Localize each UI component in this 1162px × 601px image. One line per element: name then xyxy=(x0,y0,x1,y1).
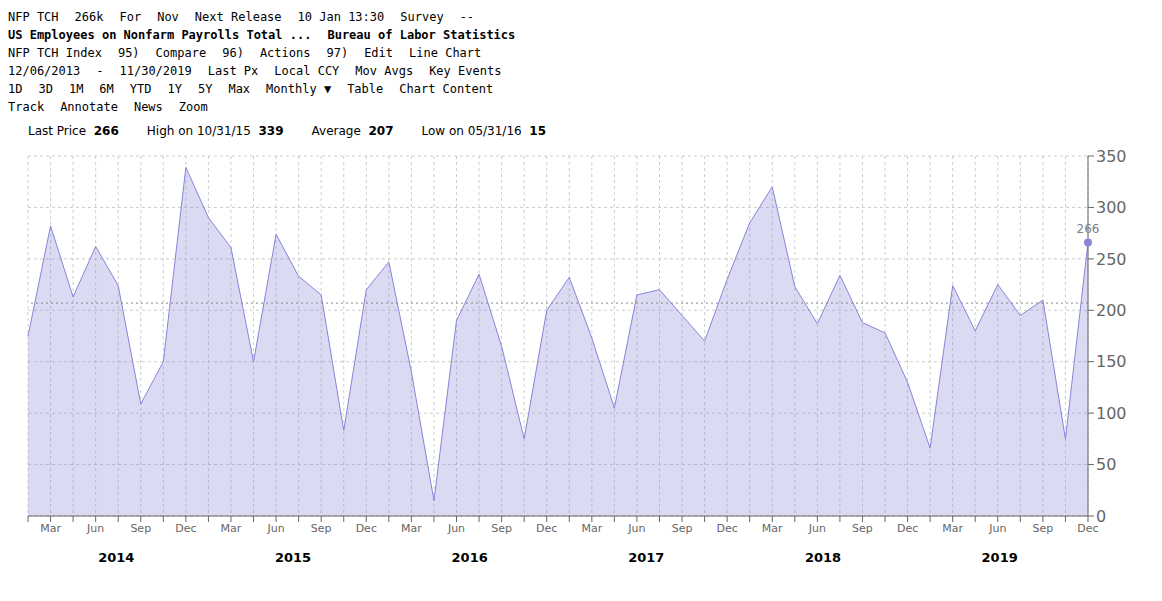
html-text:Key Events: Key Events xyxy=(429,64,502,78)
svg-text:250: 250 xyxy=(1096,250,1127,269)
svg-text:Mar: Mar xyxy=(581,522,602,535)
svg-text:Sep: Sep xyxy=(852,522,873,535)
html-text:Local CCY: Local CCY xyxy=(274,64,340,78)
html-text:2016: 2016 xyxy=(451,550,488,565)
html-text:2014: 2014 xyxy=(98,550,135,565)
svg-text:Mar: Mar xyxy=(40,522,61,535)
html-text:Chart Content: Chart Content xyxy=(399,82,494,96)
svg-text:Sep: Sep xyxy=(491,522,512,535)
svg-text:Sep: Sep xyxy=(1033,522,1054,535)
svg-text:Dec: Dec xyxy=(356,522,377,535)
html-text:Last Price: Last Price xyxy=(28,124,87,138)
html-text:Max: Max xyxy=(228,82,251,96)
svg-text:Dec: Dec xyxy=(717,522,738,535)
svg-text:150: 150 xyxy=(1096,352,1127,371)
html-text:95): 95) xyxy=(117,46,140,60)
html-text:Last Px: Last Px xyxy=(207,64,259,78)
svg-text:200: 200 xyxy=(1096,301,1127,320)
html-text:Zoom: Zoom xyxy=(178,100,208,114)
html-text:High on 10/31/15: High on 10/31/15 xyxy=(146,124,251,138)
html-text:96): 96) xyxy=(222,46,244,60)
html-text:For: For xyxy=(119,10,142,24)
svg-text:Jun: Jun xyxy=(627,522,645,535)
svg-text:Jun: Jun xyxy=(808,522,826,535)
html-text:2019: 2019 xyxy=(981,550,1018,565)
html-text:12/06/2013: 12/06/2013 xyxy=(8,64,81,78)
html-text:11/30/2019: 11/30/2019 xyxy=(119,64,192,78)
html-text:266: 266 xyxy=(93,124,119,138)
svg-text:300: 300 xyxy=(1096,198,1127,217)
html-text:NFP TCH: NFP TCH xyxy=(8,10,59,24)
svg-text:Sep: Sep xyxy=(672,522,693,535)
svg-text:Jun: Jun xyxy=(86,522,104,535)
html-text:Table: Table xyxy=(347,82,384,96)
html-text:Line Chart: Line Chart xyxy=(409,46,482,60)
html-text:1M: 1M xyxy=(68,82,84,96)
html-text:Bureau of Labor Statistics: Bureau of Labor Statistics xyxy=(327,28,516,42)
html-text:10 Jan 13:30: 10 Jan 13:30 xyxy=(297,10,385,24)
svg-text:0: 0 xyxy=(1096,507,1106,526)
svg-text:Mar: Mar xyxy=(401,522,422,535)
svg-text:Mar: Mar xyxy=(762,522,783,535)
svg-text:Jun: Jun xyxy=(988,522,1006,535)
html-text:266k: 266k xyxy=(74,10,104,24)
html-text:Compare: Compare xyxy=(155,46,207,60)
html-text:2015: 2015 xyxy=(274,550,312,565)
html-text:3D: 3D xyxy=(38,82,53,96)
svg-text:Mar: Mar xyxy=(221,522,242,535)
html-text:Low on 05/31/16: Low on 05/31/16 xyxy=(421,124,522,138)
html-text:News: News xyxy=(133,100,163,114)
html-text:YTD: YTD xyxy=(129,82,152,96)
html-text:Nov: Nov xyxy=(157,10,179,24)
svg-text:Jun: Jun xyxy=(447,522,465,535)
html-text:Survey: Survey xyxy=(400,10,444,24)
svg-text:Dec: Dec xyxy=(897,522,918,535)
html-text:339: 339 xyxy=(258,124,284,138)
html-text:5Y: 5Y xyxy=(198,82,213,96)
html-text:1Y: 1Y xyxy=(167,82,182,96)
html-text:2018: 2018 xyxy=(804,550,842,565)
svg-text:Mar: Mar xyxy=(942,522,963,535)
html-text:207: 207 xyxy=(368,124,394,138)
html-text:Mov Avgs: Mov Avgs xyxy=(355,64,414,78)
html-text:Monthly ▼: Monthly ▼ xyxy=(266,82,332,96)
svg-text:Dec: Dec xyxy=(536,522,557,535)
html-text:1D: 1D xyxy=(8,82,23,96)
html-text:6M: 6M xyxy=(99,82,114,96)
html-text:Edit: Edit xyxy=(364,46,393,60)
html-text:NFP TCH Index: NFP TCH Index xyxy=(8,46,102,60)
svg-text:Sep: Sep xyxy=(130,522,151,535)
svg-text:266: 266 xyxy=(1077,222,1100,236)
html-text:Next Release: Next Release xyxy=(194,10,282,24)
html-text:Track: Track xyxy=(8,100,45,114)
svg-text:Sep: Sep xyxy=(311,522,332,535)
html-text:Average: Average xyxy=(311,124,361,138)
svg-text:Jun: Jun xyxy=(266,522,284,535)
html-text:Annotate: Annotate xyxy=(60,100,118,114)
svg-text:100: 100 xyxy=(1096,404,1127,423)
svg-text:350: 350 xyxy=(1096,147,1127,166)
html-text:2017: 2017 xyxy=(628,550,665,565)
svg-text:Dec: Dec xyxy=(1077,521,1099,535)
svg-text:Dec: Dec xyxy=(175,522,196,535)
html-text:15: 15 xyxy=(529,124,546,138)
html-text:97): 97) xyxy=(326,46,349,60)
html-text:US Employees on Nonfarm Payrol: US Employees on Nonfarm Payrolls Total .… xyxy=(8,28,312,42)
svg-text:50: 50 xyxy=(1096,455,1116,474)
html-text:Actions: Actions xyxy=(259,46,311,60)
